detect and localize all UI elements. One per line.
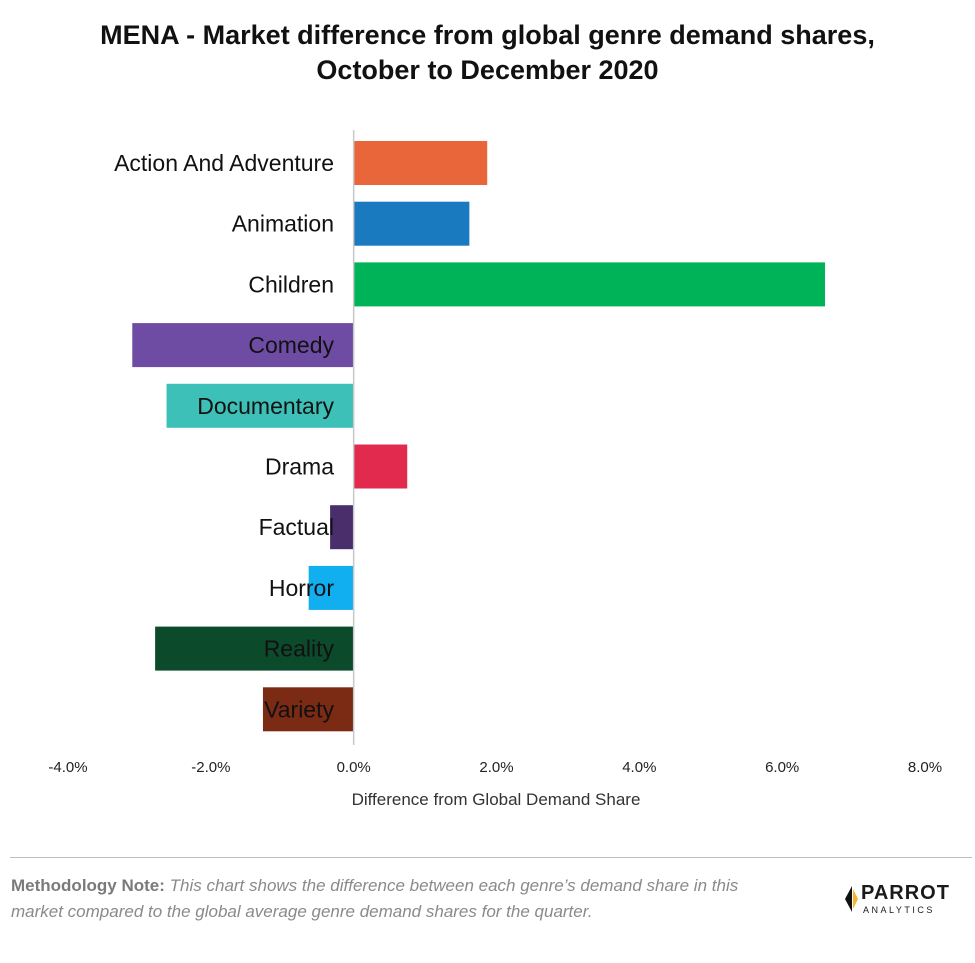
category-label: Children — [248, 271, 334, 297]
category-label: Reality — [264, 636, 335, 662]
bar-action-and-adventure — [353, 141, 488, 185]
bar-chart: Action And Adventure Animation Children Com… — [48, 130, 942, 809]
bar-variety — [262, 687, 354, 732]
bar-documentary — [166, 383, 354, 428]
x-tick-label: 4.0% — [622, 759, 656, 776]
x-tick-labels: -4.0% -2.0% 0.0% 2.0% 4.0% 6.0% 8.0% — [48, 759, 942, 776]
x-tick-label: 2.0% — [479, 759, 513, 776]
category-label: Drama — [265, 454, 334, 480]
chart-title-line-1: MENA - Market difference from global gen… — [100, 20, 875, 50]
methodology-note-label: Methodology Note: — [11, 876, 165, 895]
chart-title-line-2: October to December 2020 — [316, 55, 659, 85]
category-label: Variety — [264, 696, 334, 722]
bar-animation — [353, 201, 470, 246]
x-tick-label: 0.0% — [337, 759, 371, 776]
category-label: Factual — [259, 514, 334, 540]
parrot-analytics-logo: PARROT ANALYTICS — [843, 880, 975, 920]
x-tick-label: -2.0% — [191, 759, 230, 776]
bar-comedy — [132, 323, 354, 368]
parrot-logo-icon — [845, 886, 858, 912]
category-label: Action And Adventure — [114, 150, 334, 176]
bar-children — [353, 262, 826, 307]
methodology-note: Methodology Note: This chart shows the d… — [11, 873, 751, 925]
category-label: Comedy — [248, 332, 334, 358]
bar-horror — [308, 565, 354, 610]
methodology-note-text: This chart shows the difference between … — [11, 876, 739, 921]
category-label: Documentary — [197, 393, 334, 419]
footer-divider — [10, 857, 972, 858]
chart-title: MENA - Market difference from global gen… — [0, 18, 975, 88]
x-tick-label: 8.0% — [908, 759, 942, 776]
bars-layer — [132, 141, 826, 732]
category-label: Animation — [232, 211, 334, 237]
x-tick-label: -4.0% — [48, 759, 87, 776]
bar-drama — [353, 444, 408, 489]
category-label: Horror — [269, 575, 335, 601]
category-labels: Action And Adventure Animation Children Com… — [114, 150, 334, 722]
x-axis-title: Difference from Global Demand Share — [352, 790, 641, 809]
logo-wordmark: PARROT — [861, 882, 950, 904]
x-tick-label: 6.0% — [765, 759, 799, 776]
bar-reality — [155, 626, 354, 671]
bar-factual — [330, 505, 354, 550]
logo-subtitle: ANALYTICS — [863, 905, 935, 915]
